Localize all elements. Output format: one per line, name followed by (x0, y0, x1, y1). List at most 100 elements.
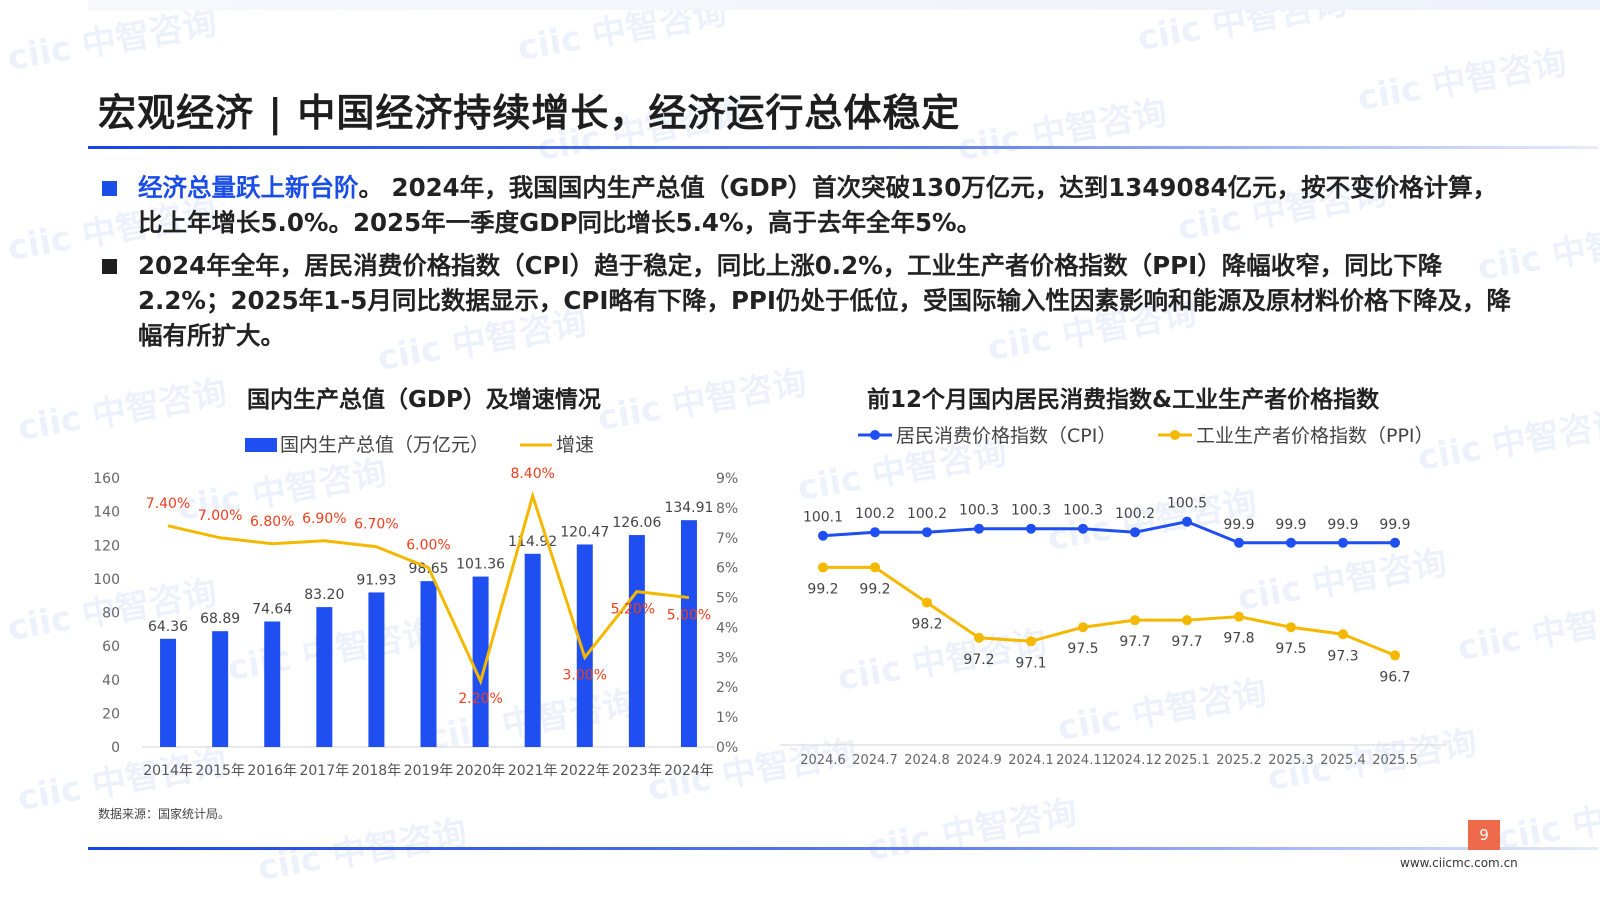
cpi-point (1286, 537, 1296, 548)
x-tick-label: 2019年 (404, 763, 454, 779)
cpi-label: 100.2 (855, 506, 895, 522)
x-tick-label: 2025.4 (1320, 753, 1366, 768)
x-tick-label: 2025.5 (1372, 753, 1418, 768)
ppi-label: 97.7 (1171, 634, 1202, 650)
ppi-line (823, 565, 1396, 657)
y2-tick-label: 1% (716, 710, 738, 726)
y2-tick-label: 3% (716, 650, 738, 666)
ppi-label: 97.8 (1223, 631, 1254, 647)
ppi-point (1182, 615, 1192, 626)
cpi-label: 99.9 (1223, 517, 1254, 533)
cpi-point (974, 523, 984, 534)
ppi-point (1390, 650, 1400, 661)
cpi-point (1130, 527, 1140, 538)
cpi-label: 99.9 (1327, 517, 1358, 533)
watermark-text: ciic 中智咨询 (955, 93, 1170, 169)
watermark-text: ciic 中智咨询 (515, 0, 730, 69)
cpi-point (922, 527, 932, 538)
gdp-bar (472, 576, 489, 747)
growth-label: 6.90% (302, 511, 346, 527)
gdp-bar-label: 64.36 (148, 619, 188, 635)
gdp-bar-label: 68.89 (200, 611, 240, 627)
cpi-label: 100.3 (959, 503, 999, 519)
gdp-bar-label: 83.20 (304, 587, 344, 603)
legend-label-gdp: 国内生产总值（万亿元） (280, 434, 489, 456)
ppi-label: 97.3 (1327, 648, 1358, 664)
y-tick-label: 60 (102, 639, 120, 655)
cpi-line (822, 520, 1395, 545)
legend-label-ppi: 工业生产者价格指数（PPI） (1196, 425, 1434, 447)
y-tick-label: 160 (93, 471, 120, 487)
ppi-point (1026, 636, 1036, 647)
ppi-point (1078, 622, 1088, 633)
bullet-text: 2024年全年，居民消费价格指数（CPI）趋于稳定，同比上涨0.2%，工业生产者… (138, 251, 1511, 350)
ppi-point (922, 597, 932, 608)
y-tick-label: 80 (102, 606, 120, 622)
y2-tick-label: 8% (716, 501, 738, 517)
ppi-point (1234, 611, 1244, 622)
watermark-text: ciic 中智咨询 (865, 793, 1080, 869)
y-tick-label: 120 (93, 538, 120, 554)
x-tick-label: 2014年 (143, 763, 193, 779)
title-divider (88, 146, 1598, 149)
legend-label-growth: 增速 (556, 434, 594, 456)
y-tick-label: 20 (102, 706, 120, 722)
y2-tick-label: 9% (716, 471, 738, 487)
y-tick-label: 140 (93, 505, 120, 521)
cpi-point (1182, 516, 1192, 527)
growth-label: 6.00% (406, 538, 450, 554)
ppi-point (1286, 622, 1296, 633)
cpi-point (1234, 537, 1244, 548)
cpi-point (1078, 523, 1088, 534)
cpi-label: 100.1 (803, 510, 843, 526)
x-tick-label: 2024.12 (1108, 753, 1162, 768)
x-tick-label: 2015年 (195, 763, 245, 779)
ppi-label: 99.2 (859, 581, 890, 597)
cpi-point (870, 527, 880, 538)
watermark-text: ciic 中智咨询 (5, 3, 220, 79)
x-tick-label: 2024年 (664, 763, 714, 779)
x-tick-label: 2024.11 (1056, 753, 1110, 768)
ppi-label: 97.5 (1067, 641, 1098, 657)
x-tick-label: 2024.9 (956, 753, 1002, 768)
growth-label: 7.00% (198, 508, 242, 524)
y-tick-label: 40 (102, 673, 120, 689)
gdp-bar-label: 101.36 (456, 557, 505, 573)
ppi-label: 97.2 (963, 652, 994, 668)
gdp-chart-title: 国内生产总值（GDP）及增速情况 (247, 387, 601, 413)
x-tick-label: 2025.2 (1216, 753, 1262, 768)
gdp-bar (576, 544, 593, 747)
x-tick-label: 2022年 (560, 763, 610, 779)
ppi-label: 97.5 (1275, 641, 1306, 657)
gdp-bar (316, 607, 333, 747)
growth-label: 3.00% (563, 667, 607, 683)
gdp-bar-label: 126.06 (612, 515, 661, 531)
gdp-bar (264, 621, 281, 747)
y-tick-label: 100 (93, 572, 120, 588)
ppi-label: 96.7 (1379, 669, 1410, 685)
ppi-label: 98.2 (911, 617, 942, 633)
x-tick-label: 2024.7 (852, 753, 898, 768)
bullet-list: 经济总量跃上新台阶。 2024年，我国国内生产总值（GDP）首次突破130万亿元… (100, 170, 1520, 361)
growth-label: 6.70% (354, 517, 398, 533)
website-link[interactable]: www.ciicmc.com.cn (1400, 856, 1518, 870)
cpi-label: 100.2 (907, 506, 947, 522)
growth-label: 2.20% (458, 691, 502, 707)
square-bullet-icon (102, 181, 117, 196)
cpi-label: 99.9 (1379, 517, 1410, 533)
gdp-bar-label: 120.47 (560, 524, 609, 540)
legend-marker-ppi (1170, 430, 1180, 440)
growth-line (167, 490, 690, 686)
header-decoration (88, 0, 1600, 10)
gdp-bar (628, 535, 645, 747)
cpi-point (1390, 537, 1400, 548)
gdp-bar-label: 74.64 (252, 602, 292, 618)
cpi-label: 100.3 (1063, 503, 1103, 519)
ppi-label: 99.2 (807, 581, 838, 597)
growth-label: 7.40% (146, 496, 190, 512)
gdp-bar (524, 553, 541, 747)
gdp-bar (680, 520, 697, 747)
watermark-text: ciic 中智咨询 (255, 813, 470, 889)
gdp-bar (212, 631, 229, 747)
bullet-gdp: 经济总量跃上新台阶。 2024年，我国国内生产总值（GDP）首次突破130万亿元… (100, 170, 1520, 240)
